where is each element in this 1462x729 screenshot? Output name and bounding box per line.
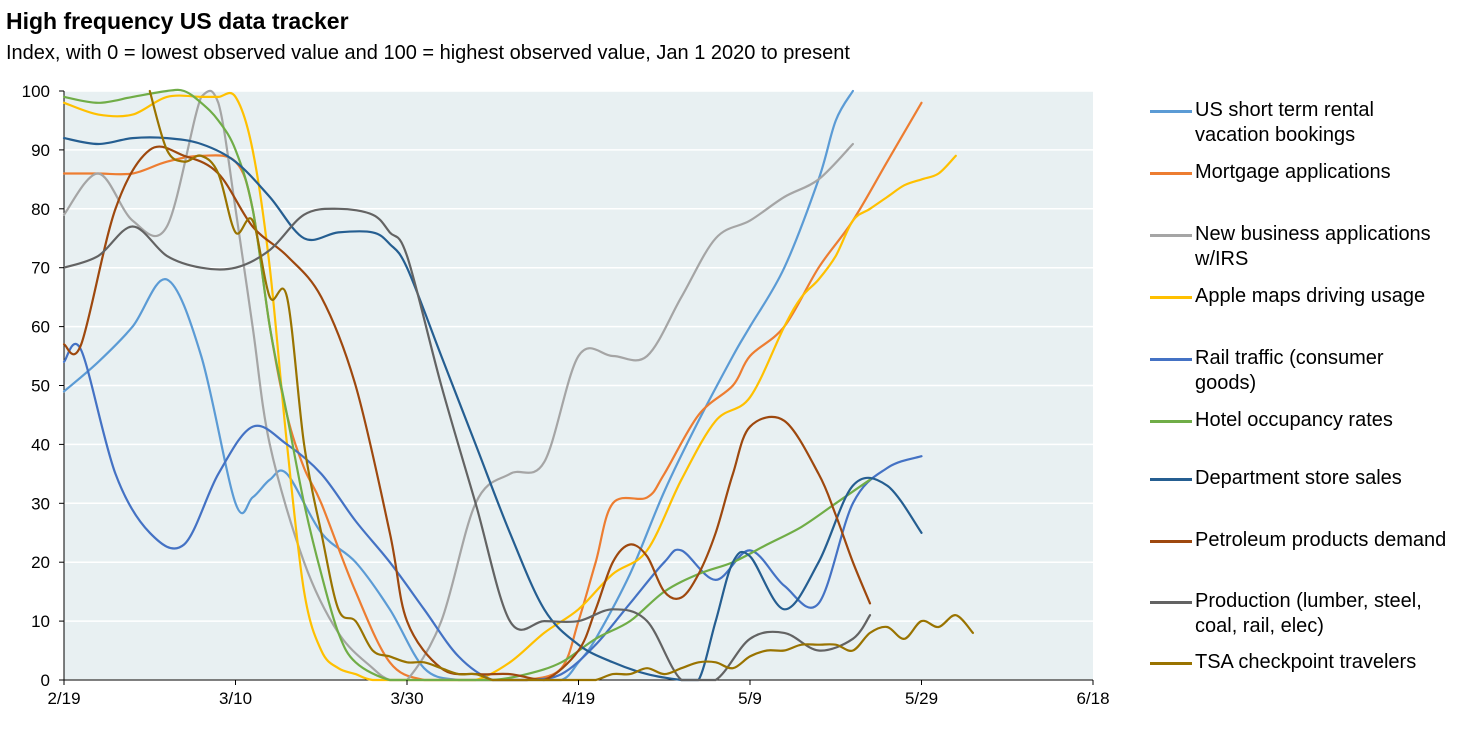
x-tick-label: 3/10 (219, 689, 252, 708)
legend-label: Rail traffic (consumer goods) (1195, 347, 1384, 394)
y-tick-label: 50 (31, 377, 50, 396)
legend-swatch (1150, 296, 1192, 299)
y-tick-label: 100 (22, 82, 50, 101)
x-tick-label: 6/18 (1076, 689, 1109, 708)
legend-swatch (1150, 601, 1192, 604)
chart-subtitle: Index, with 0 = lowest observed value an… (6, 42, 850, 64)
legend-label: Production (lumber, steel, coal, rail, e… (1195, 590, 1422, 637)
y-tick-label: 90 (31, 141, 50, 160)
y-tick-label: 80 (31, 200, 50, 219)
y-tick-label: 30 (31, 494, 50, 513)
legend-label: Petroleum products demand (1195, 529, 1447, 551)
legend-swatch (1150, 358, 1192, 361)
legend-swatch (1150, 478, 1192, 481)
legend-swatch (1150, 172, 1192, 175)
plot-area: 0 10 20 30 40 50 60 70 80 90 100 2/19 3/10 3/30 4/19 5/… (22, 82, 1110, 708)
x-tick-label: 3/30 (390, 689, 423, 708)
y-tick-label: 60 (31, 318, 50, 337)
series-lines (62, 88, 974, 682)
legend-swatch (1150, 110, 1192, 113)
legend-label: US short term rental vacation bookings (1195, 99, 1374, 146)
x-tick-label: 5/9 (738, 689, 762, 708)
y-tick-label: 70 (31, 259, 50, 278)
legend-label: Department store sales (1195, 467, 1402, 489)
y-tick-label: 40 (31, 435, 50, 454)
legend-label: Apple maps driving usage (1195, 285, 1426, 307)
tick-labels: 0 10 20 30 40 50 60 70 80 90 100 2/19 3/10 3/30 4/19 5/… (22, 82, 1110, 708)
grid-lines (64, 90, 1093, 681)
legend-label: New business applications w/IRS (1195, 223, 1431, 270)
legend-swatch (1150, 662, 1192, 665)
legend-swatch (1150, 234, 1192, 237)
series-line-department-store-sales (62, 136, 923, 682)
legend-label: TSA checkpoint travelers (1195, 651, 1417, 673)
chart-title: High frequency US data tracker (6, 8, 349, 34)
x-tick-label: 5/29 (905, 689, 938, 708)
y-tick-label: 0 (41, 671, 50, 690)
legend-swatch (1150, 420, 1192, 423)
legend-label: Mortgage applications (1195, 161, 1391, 183)
series-line-tsa-checkpoint-travelers (148, 89, 974, 682)
y-tick-label: 10 (31, 612, 50, 631)
x-tick-label: 4/19 (562, 689, 595, 708)
legend-swatch (1150, 540, 1192, 543)
x-tick-label: 2/19 (47, 689, 80, 708)
y-tick-label: 20 (31, 553, 50, 572)
legend-label: Hotel occupancy rates (1195, 409, 1393, 431)
series-line-production-lumber-steel-coal-rail-elec (62, 207, 872, 682)
